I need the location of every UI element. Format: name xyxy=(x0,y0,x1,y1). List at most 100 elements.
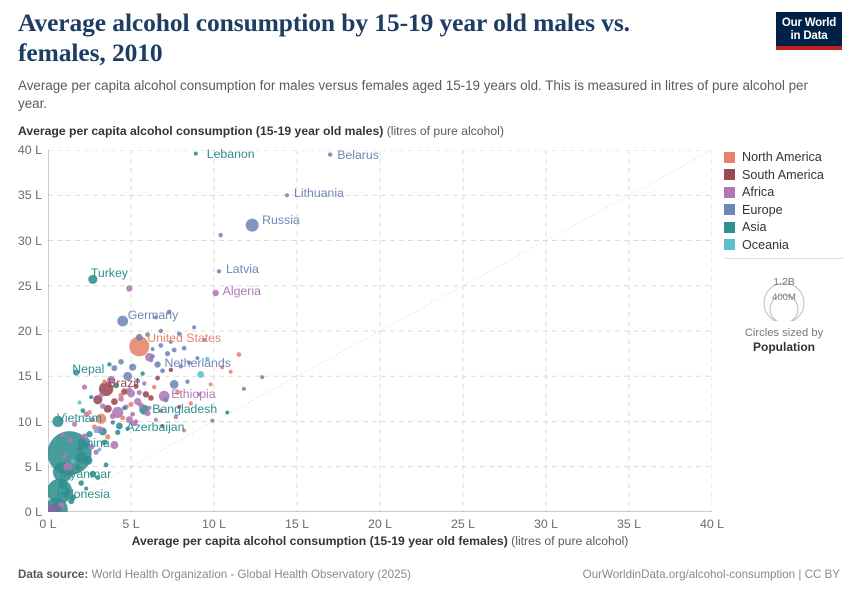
data-point[interactable] xyxy=(160,424,165,429)
data-point[interactable] xyxy=(185,379,190,384)
data-point[interactable] xyxy=(98,381,114,397)
data-point[interactable] xyxy=(90,417,96,423)
data-point[interactable] xyxy=(101,439,108,446)
data-point[interactable] xyxy=(142,391,150,398)
data-point[interactable] xyxy=(126,387,132,393)
data-point[interactable] xyxy=(150,354,155,359)
data-point[interactable] xyxy=(152,384,157,390)
data-point[interactable] xyxy=(182,428,187,433)
data-point[interactable] xyxy=(76,445,83,452)
data-point[interactable] xyxy=(60,432,66,438)
data-point[interactable] xyxy=(89,395,94,400)
data-point[interactable] xyxy=(109,413,116,420)
data-point[interactable] xyxy=(68,498,75,505)
data-point[interactable] xyxy=(78,480,84,486)
data-point[interactable] xyxy=(85,438,90,443)
data-point[interactable] xyxy=(260,375,265,380)
data-point[interactable] xyxy=(168,339,173,344)
data-point[interactable] xyxy=(93,427,99,434)
data-points[interactable] xyxy=(48,151,333,512)
data-point[interactable] xyxy=(107,375,116,384)
data-point[interactable] xyxy=(193,151,198,156)
data-point[interactable] xyxy=(138,402,144,409)
data-point[interactable] xyxy=(111,398,118,405)
data-point[interactable] xyxy=(130,411,136,417)
legend-item-south-america[interactable]: South America xyxy=(724,168,844,182)
data-point[interactable] xyxy=(89,470,97,478)
data-point[interactable] xyxy=(113,382,120,389)
data-point[interactable] xyxy=(99,403,106,409)
data-point[interactable] xyxy=(228,369,233,374)
legend-item-asia[interactable]: Asia xyxy=(724,220,844,234)
data-point[interactable] xyxy=(192,325,197,330)
data-point[interactable] xyxy=(77,400,82,405)
data-point[interactable] xyxy=(197,371,205,378)
data-point[interactable] xyxy=(129,336,150,357)
data-point[interactable] xyxy=(117,315,129,327)
data-point[interactable] xyxy=(58,502,64,508)
data-point[interactable] xyxy=(70,459,75,464)
data-point[interactable] xyxy=(115,429,121,435)
data-point[interactable] xyxy=(55,505,61,511)
data-point[interactable] xyxy=(164,351,171,357)
data-point[interactable] xyxy=(71,421,78,427)
data-point[interactable] xyxy=(153,315,158,320)
data-point[interactable] xyxy=(285,193,290,198)
data-point[interactable] xyxy=(173,414,179,420)
data-point[interactable] xyxy=(181,345,187,351)
data-point[interactable] xyxy=(111,365,118,372)
data-point[interactable] xyxy=(236,352,242,357)
data-point[interactable] xyxy=(171,347,177,353)
data-point[interactable] xyxy=(63,462,73,472)
data-point[interactable] xyxy=(145,332,150,338)
data-point[interactable] xyxy=(86,430,93,438)
data-point[interactable] xyxy=(93,449,99,455)
data-point[interactable] xyxy=(197,392,202,397)
legend-item-north-america[interactable]: North America xyxy=(724,150,844,164)
scatter-plot-area[interactable]: 0 L 5 L 10 L 15 L 20 L 25 L 30 L 35 L 40 L 0 L 5 L… xyxy=(18,143,724,531)
data-point[interactable] xyxy=(65,488,71,493)
data-point[interactable] xyxy=(135,378,141,384)
data-point[interactable] xyxy=(169,379,179,389)
data-point[interactable] xyxy=(202,338,207,343)
data-point[interactable] xyxy=(158,328,164,334)
data-point[interactable] xyxy=(178,364,183,369)
data-point[interactable] xyxy=(168,367,174,373)
data-point[interactable] xyxy=(177,405,182,410)
data-point[interactable] xyxy=(118,396,124,402)
data-point[interactable] xyxy=(125,416,133,424)
data-point[interactable] xyxy=(93,395,103,405)
continent-legend[interactable]: North America South America Africa Europe As… xyxy=(724,150,844,255)
data-point[interactable] xyxy=(245,218,259,232)
data-point[interactable] xyxy=(158,343,164,348)
data-point[interactable] xyxy=(115,422,123,430)
legend-item-europe[interactable]: Europe xyxy=(724,203,844,217)
data-point[interactable] xyxy=(187,360,192,365)
data-point[interactable] xyxy=(158,408,164,413)
footer-link[interactable]: OurWorldinData.org/alcohol-consumption |… xyxy=(582,568,840,581)
data-point[interactable] xyxy=(129,363,137,371)
data-point[interactable] xyxy=(328,152,333,157)
data-point[interactable] xyxy=(150,347,155,352)
legend-item-africa[interactable]: Africa xyxy=(724,185,844,199)
data-point[interactable] xyxy=(66,437,73,443)
data-point[interactable] xyxy=(148,395,154,401)
data-point[interactable] xyxy=(147,405,152,411)
data-point[interactable] xyxy=(80,408,86,414)
data-point[interactable] xyxy=(148,357,154,363)
data-point[interactable] xyxy=(212,289,219,297)
data-point[interactable] xyxy=(84,486,89,491)
data-point[interactable] xyxy=(220,365,225,370)
data-point[interactable] xyxy=(52,415,64,428)
data-point[interactable] xyxy=(160,368,165,374)
data-point[interactable] xyxy=(121,388,128,395)
owid-logo[interactable]: Our World in Data xyxy=(776,12,842,50)
data-point[interactable] xyxy=(81,384,88,390)
data-point[interactable] xyxy=(110,420,115,425)
data-point[interactable] xyxy=(241,386,246,391)
data-point[interactable] xyxy=(195,356,200,361)
data-point[interactable] xyxy=(62,453,67,459)
data-point[interactable] xyxy=(216,269,222,274)
data-point[interactable] xyxy=(102,379,107,384)
data-point[interactable] xyxy=(74,464,81,471)
